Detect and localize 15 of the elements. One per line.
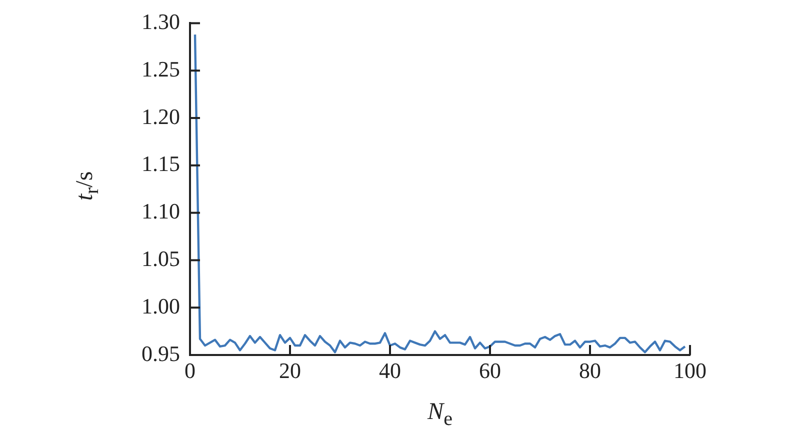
- x-tick-label: 0: [184, 358, 196, 383]
- y-tick-label: 1.05: [142, 246, 180, 271]
- y-tick-label: 1.00: [142, 293, 180, 318]
- x-tick-label: 20: [279, 358, 301, 383]
- x-tick-label: 80: [579, 358, 601, 383]
- x-axis-title: N$_{e}$: [428, 399, 452, 430]
- y-tick-label: 0.95: [142, 340, 180, 366]
- y-tick-label: 1.15: [142, 151, 180, 176]
- x-tick-label: 40: [379, 358, 401, 383]
- y-tick-label: 1.25: [142, 56, 180, 82]
- x-tick-label: 60: [479, 358, 501, 383]
- y-tick-label: 1.30: [142, 8, 180, 34]
- x-tick-label: 100: [674, 358, 706, 383]
- y-tick-label: 1.10: [142, 198, 180, 224]
- y-tick-label: 1.20: [142, 104, 180, 129]
